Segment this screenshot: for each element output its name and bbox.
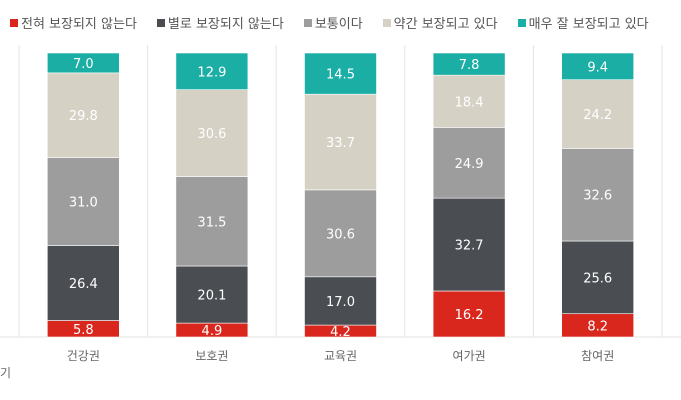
bar-segment	[304, 276, 377, 326]
category-label: 보호권	[195, 349, 228, 363]
legend-item: 보통이다	[303, 13, 363, 32]
legend-swatch	[156, 18, 165, 27]
legend-swatch	[10, 18, 18, 27]
bar-segment	[561, 148, 635, 242]
data-label: 26.4	[69, 277, 98, 292]
bar-segment	[432, 290, 506, 338]
data-label: 30.6	[326, 227, 355, 242]
legend-label: 별로 보장되지 않는다	[167, 17, 284, 32]
data-label: 18.4	[455, 95, 484, 110]
data-label: 25.6	[583, 271, 612, 286]
data-label: 30.6	[197, 127, 226, 142]
bar-segment	[561, 79, 635, 149]
legend-swatch	[382, 18, 391, 27]
bar-segment	[46, 52, 120, 74]
legend-item: 별로 보장되지 않는다	[156, 13, 284, 32]
bar-segment	[432, 74, 506, 128]
data-label: 12.9	[197, 65, 226, 80]
footnote: 기	[0, 366, 12, 380]
data-label: 33.7	[326, 136, 355, 151]
bar-segment	[561, 240, 635, 315]
bar-segment	[46, 72, 120, 158]
data-label: 4.2	[330, 325, 351, 340]
bar-segment	[432, 127, 506, 199]
data-label: 7.0	[73, 57, 94, 72]
category-label: 건강권	[67, 349, 100, 363]
category-label: 여가권	[453, 349, 486, 363]
data-label: 32.6	[583, 189, 612, 204]
data-label: 31.0	[69, 196, 98, 211]
data-label: 24.2	[583, 108, 612, 123]
data-label: 20.1	[197, 289, 226, 304]
data-label: 14.5	[326, 68, 355, 83]
data-label: 32.7	[455, 239, 484, 254]
bar-segment	[304, 52, 377, 95]
bar-segment	[304, 93, 377, 191]
data-label: 9.4	[587, 60, 608, 75]
data-label: 24.9	[455, 157, 484, 172]
category-label: 참여권	[581, 349, 614, 363]
legend-label: 전혀 보장되지 않는다	[21, 17, 137, 32]
category-label: 교육권	[324, 349, 357, 363]
legend: 전혀 보장되지 않는다 별로 보장되지 않는다 보통이다 약간 보장되고 있다 매우 잘…	[10, 13, 649, 32]
bar-segment	[175, 265, 249, 324]
legend-label: 보통이다	[314, 17, 363, 32]
data-label: 17.0	[326, 295, 355, 310]
data-label: 4.9	[202, 324, 223, 339]
bar-segment	[561, 52, 635, 80]
data-label: 8.2	[587, 319, 608, 334]
data-label: 31.5	[197, 215, 226, 230]
legend-label: 매우 잘 보장되고 있다	[528, 17, 649, 32]
bar-segment	[432, 52, 506, 76]
legend-swatch	[517, 18, 526, 27]
bar-segment	[175, 89, 249, 177]
bar-segment	[175, 52, 249, 90]
legend-item: 약간 보장되고 있다	[382, 13, 498, 32]
legend-label: 약간 보장되고 있다	[393, 17, 498, 32]
bar-segment	[46, 157, 120, 246]
legend-swatch	[303, 18, 312, 27]
legend-item: 전혀 보장되지 않는다	[10, 13, 137, 32]
data-label: 7.8	[459, 58, 480, 73]
data-label: 5.8	[73, 323, 94, 338]
data-label: 16.2	[455, 308, 484, 323]
bar-segment	[175, 176, 249, 267]
bar-segment	[432, 197, 506, 292]
legend-item: 매우 잘 보장되고 있다	[517, 13, 649, 32]
data-label: 29.8	[69, 109, 98, 124]
